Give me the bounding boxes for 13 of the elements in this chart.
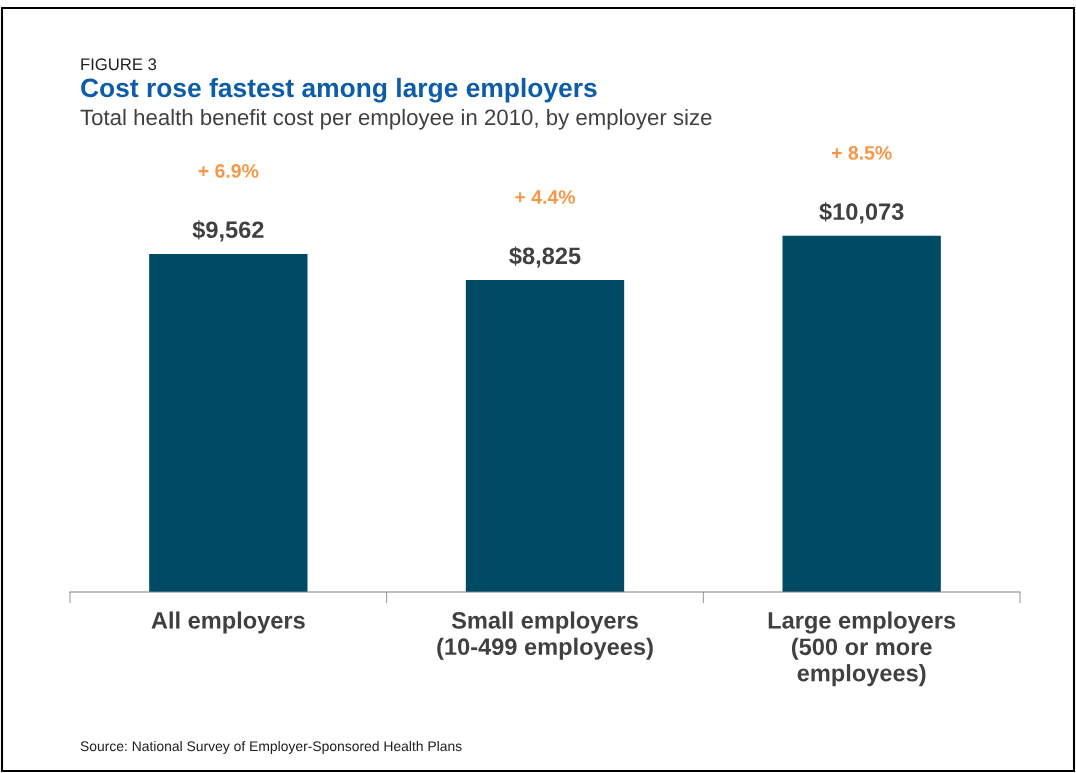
data-label: $9,562 <box>192 220 264 242</box>
x-tick-label: Small employers (10-499 employees) <box>437 611 653 660</box>
x-tick-label: All employers <box>151 611 305 634</box>
text: + 6.9% <box>198 164 259 178</box>
text: + 4.4% <box>515 190 576 204</box>
chart-title: Cost rose fastest among large employers <box>81 77 597 103</box>
data-label: $10,073 <box>819 202 904 224</box>
source-note: Source: National Survey of Employer-Sponsored Health Plans <box>80 740 462 754</box>
data-label: $8,825 <box>509 246 581 268</box>
chart-subtitle: Total health benefit cost per employee in 2010, by employer size <box>80 108 712 130</box>
caption: FIGURE 3 <box>81 58 157 71</box>
text: + 8.5% <box>831 145 892 160</box>
x-tick-label: Large employers (500 or more employees) <box>768 611 956 687</box>
